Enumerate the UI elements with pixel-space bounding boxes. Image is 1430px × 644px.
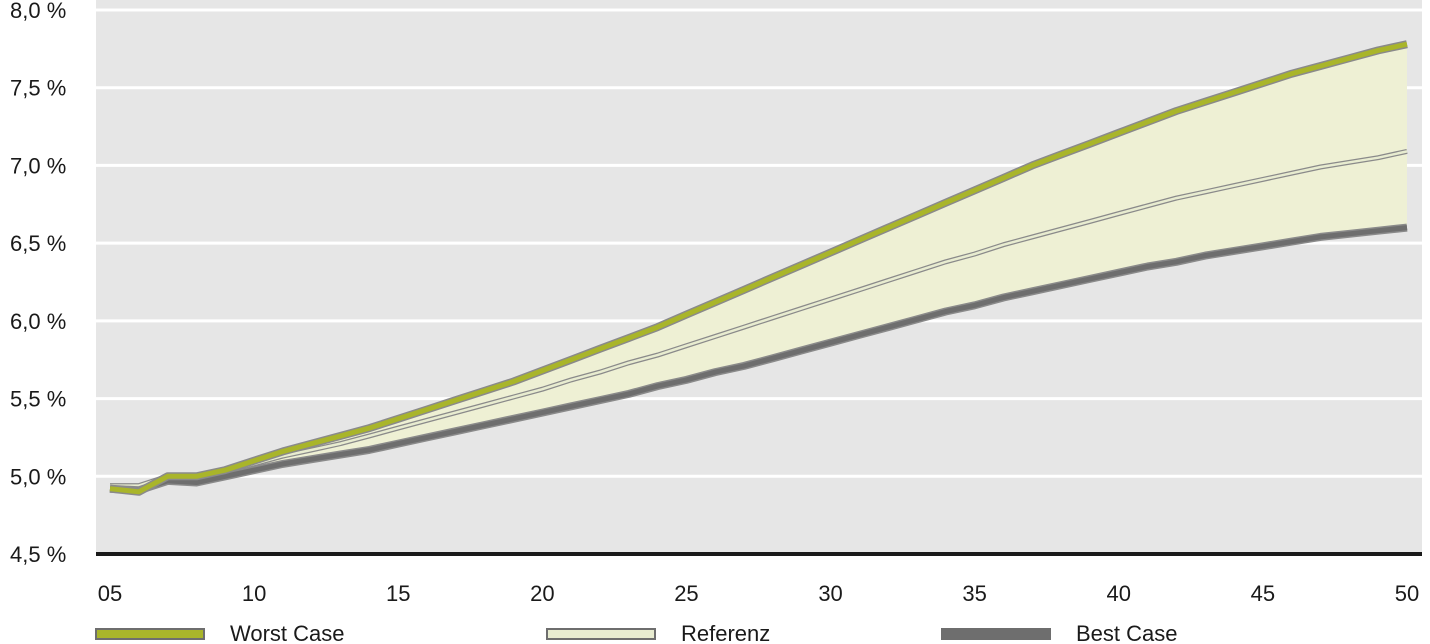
legend-label: Worst Case [230, 621, 345, 644]
series-lines [109, 40, 1408, 496]
legend-swatch [546, 628, 656, 640]
x-tick-label: 40 [1107, 581, 1131, 606]
x-tick-label: 50 [1395, 581, 1419, 606]
series-stroke [110, 150, 1408, 487]
y-tick-label: 7,5 % [10, 76, 66, 101]
x-tick-label: 05 [98, 581, 122, 606]
legend-label: Referenz [681, 621, 770, 644]
legend-item-worst-case: Worst Case [95, 621, 345, 644]
range-band [110, 44, 1407, 492]
x-tick-label: 35 [962, 581, 986, 606]
y-tick-label: 4,5 % [10, 542, 66, 567]
x-tick-label: 45 [1251, 581, 1275, 606]
y-tick-label: 5,5 % [10, 387, 66, 412]
series-worst-case-line [109, 40, 1408, 496]
plot-background [96, 0, 1422, 555]
x-tick-label: 20 [530, 581, 554, 606]
y-tick-label: 6,0 % [10, 309, 66, 334]
legend: Worst Case Referenz Best Case [95, 621, 1178, 644]
legend-swatch [95, 628, 205, 640]
x-tick-label: 10 [242, 581, 266, 606]
y-tick-label: 8,0 % [10, 0, 66, 23]
series-stroke [109, 225, 1408, 493]
x-tick-label: 30 [818, 581, 842, 606]
y-tick-labels: 4,5 % 5,0 % 5,5 % 6,0 % 6,5 % 7,0 % 7,5 % 8,0 % [10, 0, 66, 567]
y-tick-label: 6,5 % [10, 231, 66, 256]
x-tick-labels: 05 10 15 20 25 30 35 40 45 50 [98, 581, 1419, 606]
legend-item-best-case: Best Case [941, 621, 1178, 644]
legend-swatch [941, 628, 1051, 640]
y-tick-label: 5,0 % [10, 464, 66, 489]
series-best-case-line [109, 223, 1408, 495]
x-tick-label: 25 [674, 581, 698, 606]
series-referenz-line [110, 148, 1408, 489]
series-stroke [109, 41, 1408, 495]
y-tick-label: 7,0 % [10, 153, 66, 178]
x-tick-label: 15 [386, 581, 410, 606]
legend-item-referenz: Referenz [546, 621, 770, 644]
legend-label: Best Case [1076, 621, 1178, 644]
